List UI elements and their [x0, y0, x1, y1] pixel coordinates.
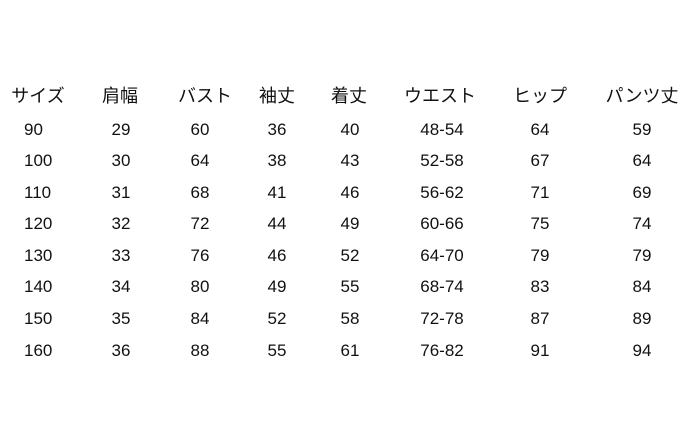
table-cell: 150: [24, 309, 53, 328]
table-cell: 59: [632, 120, 652, 139]
table-cell: 79: [530, 246, 550, 265]
table-cell: 30: [111, 151, 131, 170]
table-cell: 40: [340, 120, 360, 139]
table-cell: 67: [530, 151, 550, 170]
table-cell: 55: [340, 277, 360, 296]
table-cell: 71: [530, 183, 550, 202]
table-cell: 72-78: [420, 309, 464, 328]
table-cell: 94: [632, 341, 652, 360]
table-cell: 46: [340, 183, 360, 202]
table-cell: 41: [267, 183, 287, 202]
table-cell: 160: [24, 341, 53, 360]
column-header: サイズ: [11, 86, 65, 106]
table-cell: 110: [24, 183, 52, 202]
table-cell: 46: [267, 246, 287, 265]
table-cell: 69: [632, 183, 652, 202]
table-cell: 38: [267, 151, 287, 170]
column-header: 肩幅: [102, 86, 138, 106]
table-cell: 64: [530, 120, 550, 139]
table-cell: 31: [111, 183, 131, 202]
table-cell: 79: [632, 246, 652, 265]
column-header: ウエスト: [404, 86, 476, 106]
table-cell: 68: [190, 183, 210, 202]
table-cell: 35: [111, 309, 131, 328]
table-cell: 72: [190, 214, 210, 233]
table-cell: 76-82: [420, 341, 464, 360]
table-cell: 48-54: [420, 120, 464, 139]
table-cell: 90: [24, 120, 43, 139]
table-cell: 60-66: [420, 214, 464, 233]
table-cell: 64: [632, 151, 652, 170]
table-cell: 52: [340, 246, 360, 265]
table-cell: 43: [340, 151, 360, 170]
table-cell: 140: [24, 277, 53, 296]
table-cell: 88: [190, 341, 210, 360]
table-cell: 87: [530, 309, 550, 328]
table-cell: 120: [24, 214, 53, 233]
table-cell: 76: [190, 246, 210, 265]
table-cell: 52-58: [420, 151, 464, 170]
table-cell: 56-62: [420, 183, 464, 202]
table-cell: 34: [111, 277, 131, 296]
table-cell: 83: [530, 277, 550, 296]
table-cell: 84: [190, 309, 210, 328]
column-header: 着丈: [331, 86, 367, 106]
column-header: パンツ丈: [605, 86, 679, 106]
table-cell: 89: [632, 309, 652, 328]
table-cell: 33: [111, 246, 131, 265]
table-cell: 60: [190, 120, 210, 139]
table-cell: 58: [340, 309, 360, 328]
table-cell: 61: [340, 341, 360, 360]
column-header: バスト: [178, 86, 232, 106]
table-cell: 49: [340, 214, 360, 233]
table-cell: 74: [632, 214, 652, 233]
column-header: ヒップ: [513, 86, 567, 106]
table-cell: 36: [267, 120, 287, 139]
table-cell: 80: [190, 277, 210, 296]
table-cell: 130: [24, 246, 53, 265]
table-cell: 75: [530, 214, 550, 233]
column-header: 袖丈: [259, 86, 295, 106]
table-cell: 49: [267, 277, 287, 296]
table-cell: 52: [267, 309, 287, 328]
table-cell: 64: [190, 151, 210, 170]
table-cell: 44: [267, 214, 287, 233]
table-cell: 32: [111, 214, 131, 233]
table-cell: 68-74: [420, 277, 464, 296]
table-cell: 55: [267, 341, 287, 360]
table-cell: 91: [530, 341, 550, 360]
table-cell: 84: [632, 277, 652, 296]
table-cell: 29: [111, 120, 131, 139]
table-cell: 64-70: [420, 246, 464, 265]
table-cell: 36: [111, 341, 131, 360]
table-cell: 100: [24, 151, 53, 170]
